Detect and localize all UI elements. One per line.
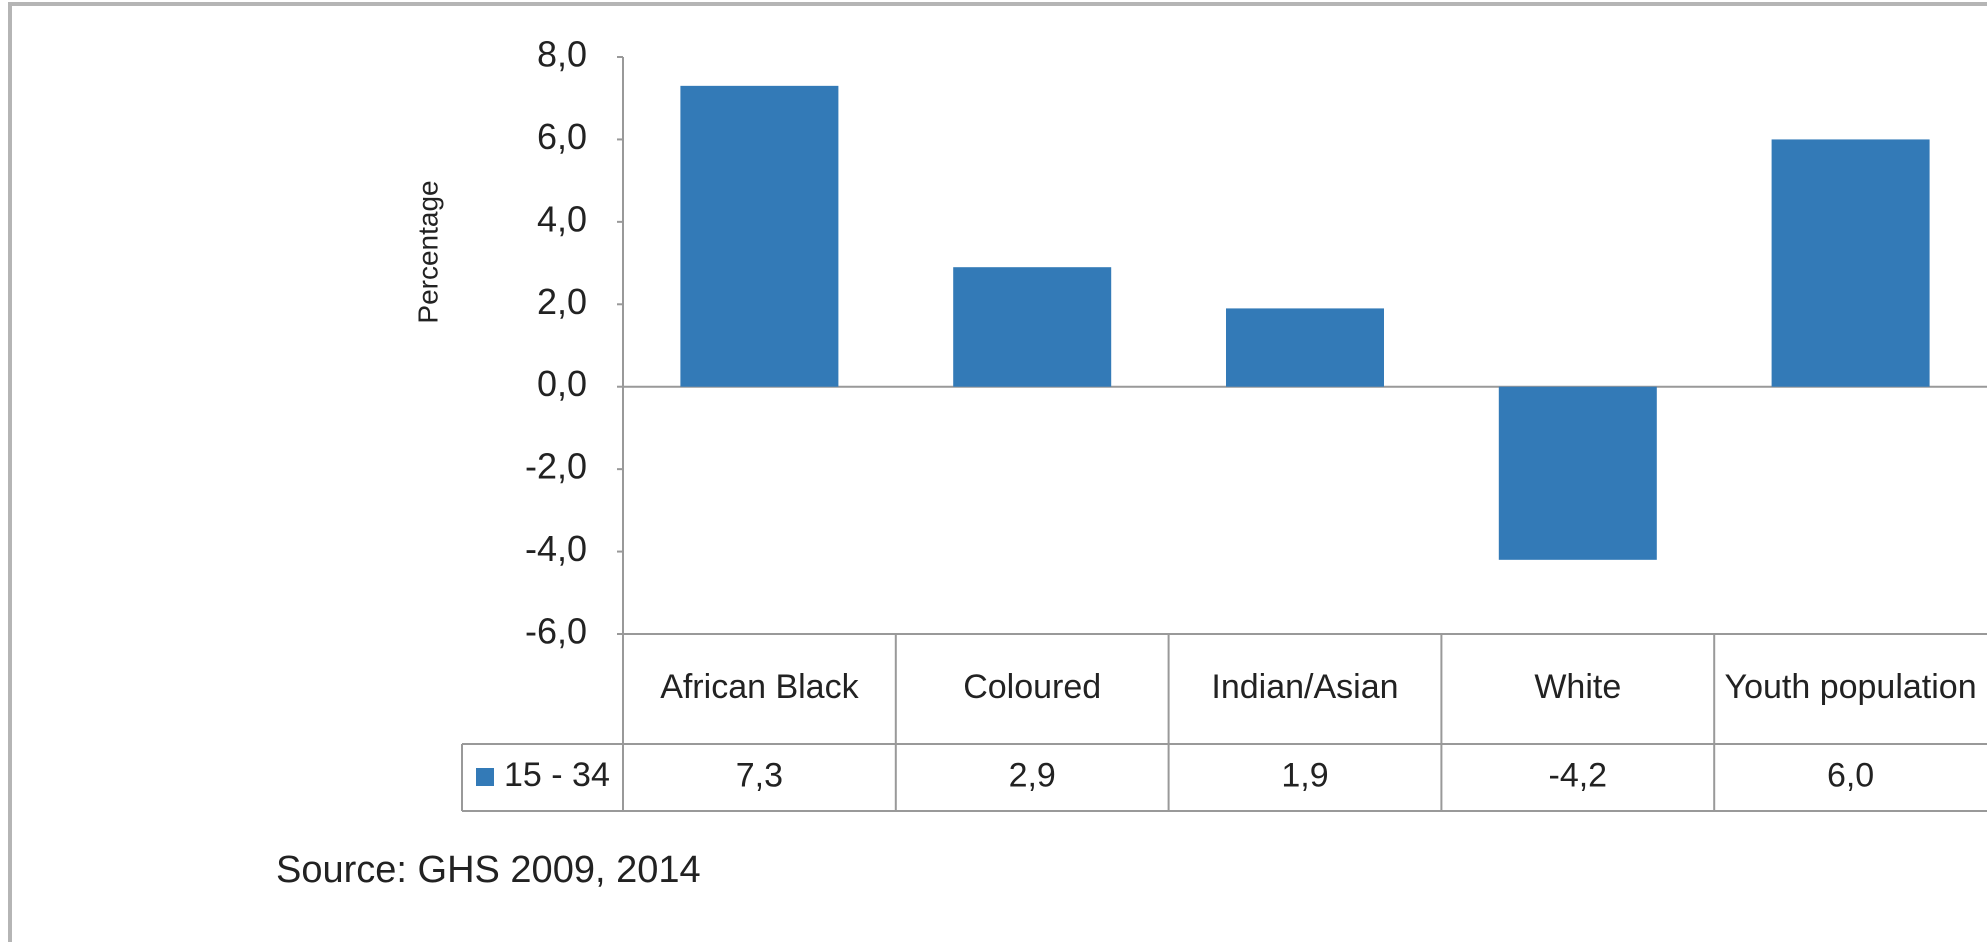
y-tick-label: 0,0 <box>537 363 587 404</box>
y-tick-label: 4,0 <box>537 198 587 239</box>
data-label: 2,9 <box>1009 756 1056 794</box>
y-tick-label: -6,0 <box>525 611 587 652</box>
data-label: 6,0 <box>1827 756 1874 794</box>
frame <box>8 2 1987 942</box>
x-tick-label: Indian/Asian <box>1211 668 1398 706</box>
bar <box>680 85 839 387</box>
y-tick-label: 2,0 <box>537 281 587 322</box>
x-tick-label: Coloured <box>963 668 1101 706</box>
source-note: Source: GHS 2009, 2014 <box>276 849 701 891</box>
bar <box>1226 308 1384 387</box>
y-tick-label: 8,0 <box>537 34 587 75</box>
x-tick-label: Youth population <box>1725 668 1977 706</box>
bar <box>953 267 1112 387</box>
bar <box>1498 386 1657 560</box>
y-tick-label: -2,0 <box>525 446 587 487</box>
data-label: 7,3 <box>736 756 783 794</box>
bar <box>1771 139 1930 387</box>
y-axis-label: Percentage <box>412 180 443 323</box>
data-label: 1,9 <box>1281 756 1328 794</box>
x-tick-label: African Black <box>660 668 859 706</box>
legend-label: 15 - 34 <box>504 756 610 794</box>
legend-swatch <box>476 768 494 786</box>
x-tick-label: White <box>1534 668 1621 706</box>
y-tick-label: -4,0 <box>525 528 587 569</box>
y-tick-label: 6,0 <box>537 116 587 157</box>
data-label: -4,2 <box>1549 756 1608 794</box>
